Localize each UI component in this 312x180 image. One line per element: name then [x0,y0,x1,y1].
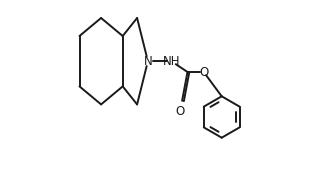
Text: O: O [199,66,208,78]
Text: NH: NH [163,55,180,68]
Text: N: N [144,55,152,68]
Text: O: O [176,105,185,118]
